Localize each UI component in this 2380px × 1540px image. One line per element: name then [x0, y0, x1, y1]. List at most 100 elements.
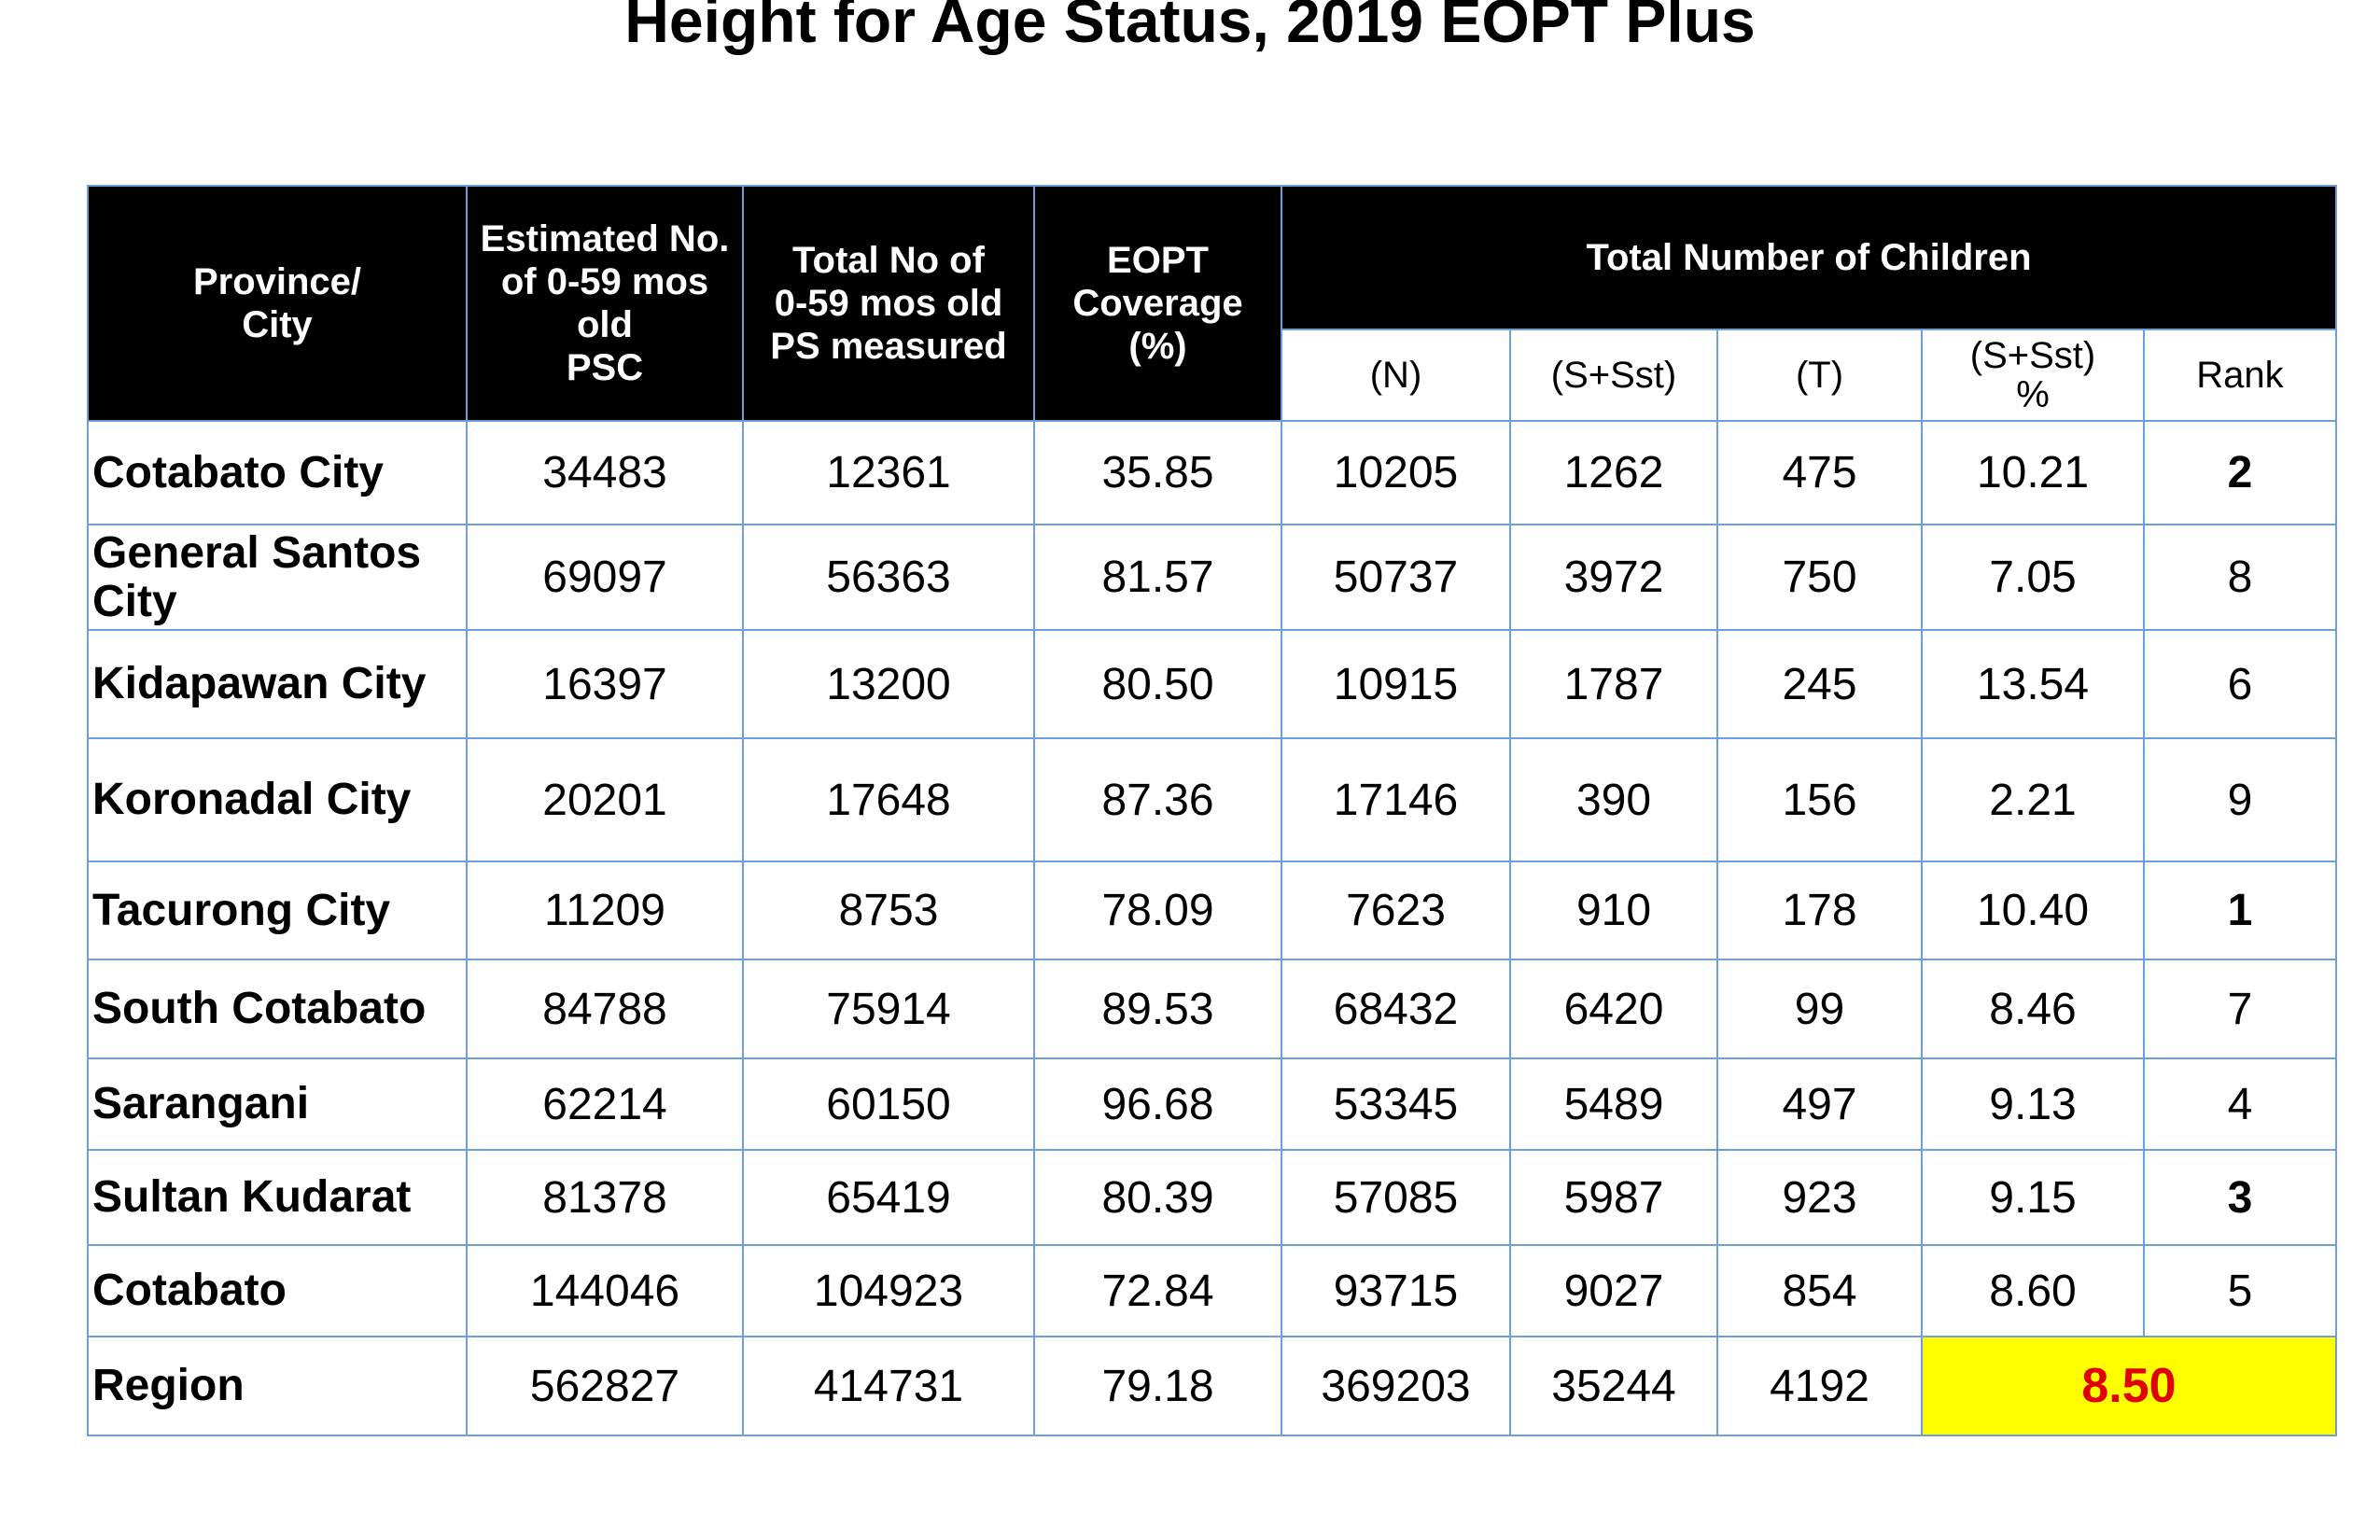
row-label: Cotabato City: [87, 420, 468, 525]
cell: 17648: [742, 737, 1035, 862]
cell: 104923: [742, 1244, 1035, 1337]
table-row: Region 562827 414731 79.18 369203 35244 4192 8.…: [87, 1336, 2337, 1436]
cell: 10.40: [1921, 861, 2145, 960]
cell: 13200: [742, 629, 1035, 739]
cell: 81378: [466, 1149, 744, 1246]
cell: 8.46: [1921, 959, 2145, 1059]
row-label: Region: [87, 1336, 468, 1436]
cell: 7: [2143, 959, 2337, 1059]
cell: 89.53: [1033, 959, 1282, 1059]
column-header: Total No of 0-59 mos old PS measured: [742, 185, 1035, 422]
cell: 10.21: [1921, 420, 2145, 525]
subcolumn-header: Rank: [2143, 329, 2337, 422]
cell: 57085: [1281, 1149, 1511, 1246]
cell: 69097: [466, 524, 744, 631]
cell: 1787: [1509, 629, 1718, 739]
table-body: Cotabato City 34483 12361 35.85 10205 1262 475…: [87, 420, 2337, 1436]
cell: 13.54: [1921, 629, 2145, 739]
cell: 56363: [742, 524, 1035, 631]
cell: 68432: [1281, 959, 1511, 1059]
cell: 497: [1716, 1057, 1923, 1151]
cell: 3: [2143, 1149, 2337, 1246]
cell: 79.18: [1033, 1336, 1282, 1436]
cell: 369203: [1281, 1336, 1511, 1436]
cell: 7623: [1281, 861, 1511, 960]
cell: 11209: [466, 861, 744, 960]
table-row: Koronadal City 20201 17648 87.36 17146 390 156…: [87, 737, 2337, 862]
cell: 62214: [466, 1057, 744, 1151]
row-label: Kidapawan City: [87, 629, 468, 739]
cell: 4: [2143, 1057, 2337, 1151]
cell: 35244: [1509, 1336, 1718, 1436]
cell: 3972: [1509, 524, 1718, 631]
table-header: Province/ City Estimated No. of 0-59 mos …: [87, 185, 2337, 422]
column-header: EOPT Coverage (%): [1033, 185, 1282, 422]
subcolumn-header: (T): [1716, 329, 1923, 422]
subcolumn-header: (S+Sst) %: [1921, 329, 2145, 422]
table-row: Sarangani 62214 60150 96.68 53345 5489 497 9.13…: [87, 1057, 2337, 1151]
subcolumn-header: (N): [1281, 329, 1511, 422]
cell: 96.68: [1033, 1057, 1282, 1151]
table-row: Kidapawan City 16397 13200 80.50 10915 1787 24…: [87, 629, 2337, 739]
row-label: Sarangani: [87, 1057, 468, 1151]
column-header: Province/ City: [87, 185, 468, 422]
table-row: Sultan Kudarat 81378 65419 80.39 57085 5987 92…: [87, 1149, 2337, 1246]
column-header: Estimated No. of 0-59 mos old PSC: [466, 185, 744, 422]
row-label: Koronadal City: [87, 737, 468, 862]
cell: 84788: [466, 959, 744, 1059]
cell: 2.21: [1921, 737, 2145, 862]
cell: 178: [1716, 861, 1923, 960]
table-row: Cotabato 144046 104923 72.84 93715 9027 854 8.6…: [87, 1244, 2337, 1337]
cell: 93715: [1281, 1244, 1511, 1337]
cell: 12361: [742, 420, 1035, 525]
cell: 34483: [466, 420, 744, 525]
group-header: Total Number of Children: [1281, 185, 2337, 330]
cell: 80.50: [1033, 629, 1282, 739]
cell: 390: [1509, 737, 1718, 862]
cell: 923: [1716, 1149, 1923, 1246]
row-label: Sultan Kudarat: [87, 1149, 468, 1246]
cell: 9: [2143, 737, 2337, 862]
table-row: Cotabato City 34483 12361 35.85 10205 1262 475…: [87, 420, 2337, 525]
cell: 9.15: [1921, 1149, 2145, 1246]
cell: 4192: [1716, 1336, 1923, 1436]
cell: 8: [2143, 524, 2337, 631]
header-row: Province/ City Estimated No. of 0-59 mos …: [87, 185, 2337, 422]
cell: 16397: [466, 629, 744, 739]
cell: 910: [1509, 861, 1718, 960]
cell: 99: [1716, 959, 1923, 1059]
row-label: Cotabato: [87, 1244, 468, 1337]
cell: 75914: [742, 959, 1035, 1059]
cell: 1262: [1509, 420, 1718, 525]
title: Height for Age Status, 2019 EOPT Plus: [624, 0, 1756, 55]
cell: 20201: [466, 737, 744, 862]
subheader-row: (N) (S+Sst) (T) (S+Sst) % Rank: [88, 329, 2337, 422]
cell: 156: [1716, 737, 1923, 862]
cell: 414731: [742, 1336, 1035, 1436]
cell: 854: [1716, 1244, 1923, 1337]
cell: 81.57: [1033, 524, 1282, 631]
cell: 78.09: [1033, 861, 1282, 960]
cell: 1: [2143, 861, 2337, 960]
table-row: General Santos City 69097 56363 81.57 50737 3…: [87, 524, 2337, 631]
cell: 8.60: [1921, 1244, 2145, 1337]
row-label: Tacurong City: [87, 861, 468, 960]
cell: 53345: [1281, 1057, 1511, 1151]
cell: 750: [1716, 524, 1923, 631]
cell: 562827: [466, 1336, 744, 1436]
cell: 60150: [742, 1057, 1035, 1151]
cell: 65419: [742, 1149, 1035, 1246]
cell: 9027: [1509, 1244, 1718, 1337]
table-row: South Cotabato 84788 75914 89.53 68432 6420 99…: [87, 959, 2337, 1059]
cell: 2: [2143, 420, 2337, 525]
cell: 9.13: [1921, 1057, 2145, 1151]
table-row: Tacurong City 11209 8753 78.09 7623 910 178 10.…: [87, 861, 2337, 960]
row-label: South Cotabato: [87, 959, 468, 1059]
cell: 6420: [1509, 959, 1718, 1059]
cell: 35.85: [1033, 420, 1282, 525]
cell: 245: [1716, 629, 1923, 739]
cell: 80.39: [1033, 1149, 1282, 1246]
cell: 6: [2143, 629, 2337, 739]
subcolumn-header: (S+Sst): [1509, 329, 1718, 422]
